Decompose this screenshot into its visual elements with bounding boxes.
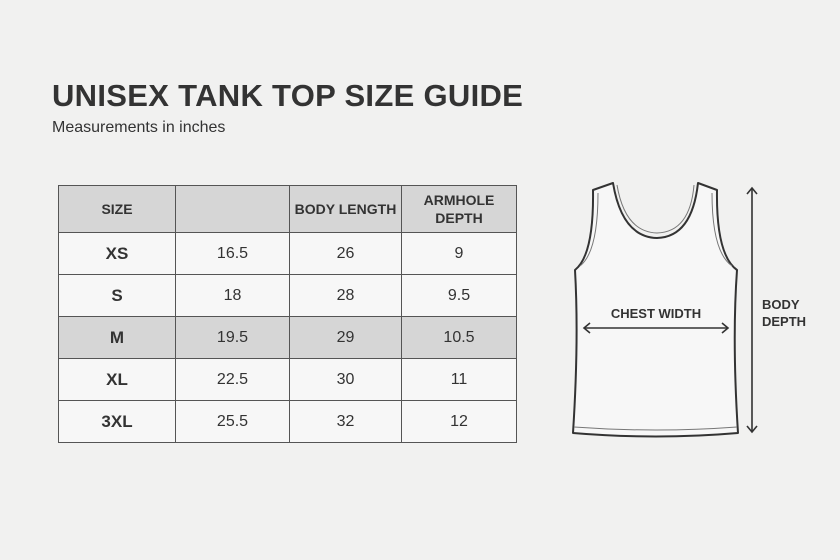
size-cell: M [58, 316, 176, 359]
armhole-cell: 11 [401, 358, 517, 401]
table-header-row: SIZE BODY LENGTH ARMHOLE DEPTH [58, 185, 517, 233]
chest-width-label: CHEST WIDTH [610, 306, 702, 321]
page-subtitle: Measurements in inches [52, 119, 226, 136]
body-depth-label-line1: BODY [762, 297, 800, 312]
armhole-cell: 9 [401, 232, 517, 275]
table-row: S 18 28 9.5 [58, 274, 517, 317]
value-cell: 18 [175, 274, 290, 317]
size-table: SIZE BODY LENGTH ARMHOLE DEPTH XS 16.5 2… [58, 185, 517, 443]
page-title: UNISEX TANK TOP SIZE GUIDE [52, 78, 524, 113]
body-length-cell: 29 [289, 316, 402, 359]
value-cell: 19.5 [175, 316, 290, 359]
body-depth-label-line2: DEPTH [762, 314, 807, 329]
size-cell: XS [58, 232, 176, 275]
value-cell: 25.5 [175, 400, 290, 443]
armhole-cell: 12 [401, 400, 517, 443]
table-row-highlighted: M 19.5 29 10.5 [58, 316, 517, 359]
table-row: 3XL 25.5 32 12 [58, 400, 517, 443]
header-blank [175, 185, 290, 233]
body-depth-arrow [746, 186, 758, 434]
header-armhole-depth: ARMHOLE DEPTH [401, 185, 517, 233]
header-body-length: BODY LENGTH [289, 185, 402, 233]
body-length-cell: 28 [289, 274, 402, 317]
armhole-cell: 10.5 [401, 316, 517, 359]
chest-width-arrow [582, 322, 730, 334]
size-cell: 3XL [58, 400, 176, 443]
body-length-cell: 26 [289, 232, 402, 275]
size-cell: S [58, 274, 176, 317]
tank-top-illustration [572, 182, 739, 438]
